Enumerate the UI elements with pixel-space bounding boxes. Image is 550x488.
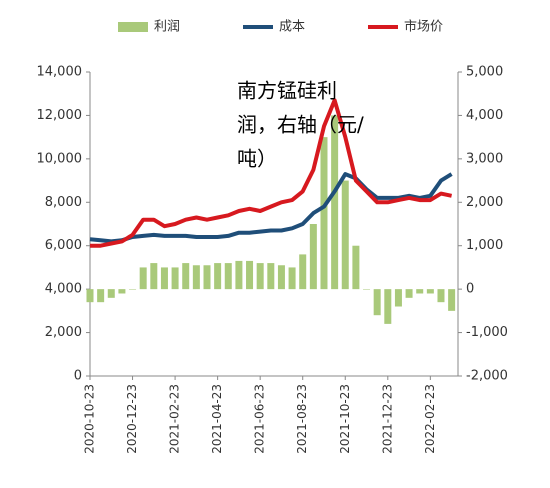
annotation: 吨）: [237, 147, 277, 171]
y2-tick-label: -1,000: [466, 325, 508, 340]
bar: [352, 245, 360, 290]
bar: [160, 267, 168, 290]
bar: [288, 267, 296, 290]
bar: [267, 263, 275, 290]
bar: [341, 180, 349, 290]
bar: [277, 265, 285, 290]
x-tick-label: 2021-06-23: [253, 384, 267, 454]
bar: [309, 224, 317, 290]
bar: [246, 260, 254, 290]
x-tick-label: 2020-12-23: [125, 384, 139, 454]
bar: [299, 254, 307, 290]
bar: [224, 263, 232, 290]
bar: [171, 267, 179, 290]
y-tick-label: 2,000: [45, 325, 82, 340]
annotation: 润，右轴（元/: [237, 113, 364, 137]
y2-tick-label: 3,000: [466, 151, 503, 166]
bar: [150, 263, 158, 290]
bar: [394, 289, 402, 307]
bar: [182, 263, 190, 290]
bar: [97, 289, 105, 303]
bar: [320, 137, 328, 290]
y2-tick-label: 2,000: [466, 195, 503, 210]
x-tick-label: 2021-10-23: [338, 384, 352, 454]
x-tick-label: 2021-12-23: [380, 384, 394, 454]
bar: [192, 265, 200, 290]
bar: [384, 289, 392, 324]
x-tick-label: 2021-02-23: [168, 384, 182, 454]
y2-tick-label: -2,000: [466, 369, 508, 384]
x-tick-label: 2020-10-23: [83, 384, 97, 454]
bar: [107, 289, 115, 298]
legend-label: 市场价: [404, 19, 443, 35]
bar: [86, 289, 94, 303]
bar: [437, 289, 445, 303]
bar: [331, 115, 339, 290]
x-tick-label: 2021-04-23: [210, 384, 224, 454]
legend-label: 利润: [154, 20, 180, 35]
y2-tick-label: 4,000: [466, 108, 503, 123]
y-tick-label: 6,000: [45, 238, 82, 253]
bar: [448, 289, 456, 311]
annotation: 南方锰硅利: [237, 79, 337, 103]
line: [90, 98, 453, 248]
legend-label: 成本: [279, 20, 305, 35]
x-tick-label: 2022-02-23: [423, 384, 437, 454]
legend-swatch: [118, 22, 148, 32]
bar: [426, 289, 434, 294]
bar: [139, 267, 147, 290]
y2-tick-label: 1,000: [466, 238, 503, 253]
bar: [373, 289, 381, 316]
bar: [118, 289, 126, 294]
y-tick-label: 12,000: [37, 108, 83, 123]
y-tick-label: 14,000: [37, 65, 83, 80]
bar: [214, 263, 222, 290]
bar: [416, 289, 424, 294]
y-tick-label: 0: [74, 369, 82, 384]
y2-tick-label: 5,000: [466, 65, 503, 80]
bar: [129, 289, 137, 290]
bar: [235, 260, 243, 290]
bar: [203, 265, 211, 290]
y-tick-label: 10,000: [37, 151, 83, 166]
y-tick-label: 8,000: [45, 195, 82, 210]
line: [89, 172, 453, 244]
bar: [256, 263, 264, 290]
x-tick-label: 2021-08-23: [295, 384, 309, 454]
y-tick-label: 4,000: [45, 282, 82, 297]
bar: [363, 289, 371, 290]
y2-tick-label: 0: [466, 282, 474, 297]
bar: [405, 289, 413, 298]
